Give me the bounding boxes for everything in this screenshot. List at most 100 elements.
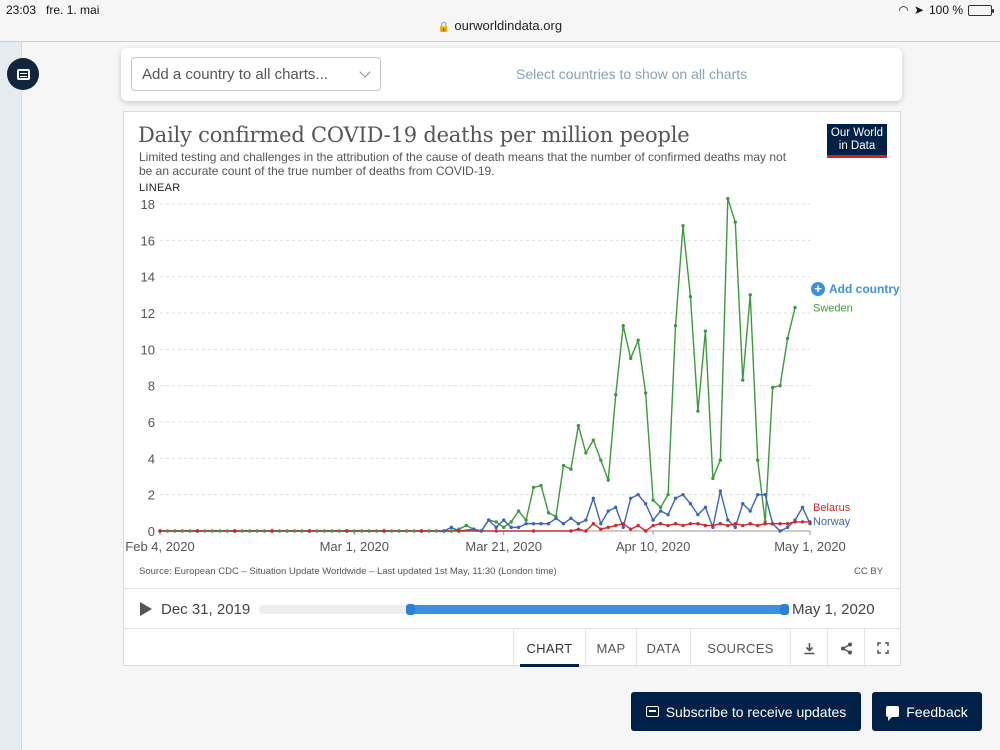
data-point-sweden (539, 483, 543, 488)
series-label-norway[interactable]: Norway (813, 516, 851, 528)
play-icon[interactable] (140, 602, 152, 616)
list-icon (16, 68, 30, 80)
add-country-button[interactable]: + Add country (811, 282, 900, 296)
data-point-sweden (240, 529, 244, 533)
timeline-track[interactable] (259, 604, 789, 615)
tab-sources[interactable]: SOURCES (690, 629, 790, 667)
timeline-end-handle[interactable] (779, 604, 789, 615)
y-tick-label: 8 (148, 379, 155, 394)
timeline-start-date: Dec 31, 2019 (161, 601, 251, 618)
data-point-norway (718, 489, 723, 493)
data-point-norway (778, 529, 782, 533)
data-point-sweden (681, 224, 685, 228)
x-tick-label: May 1, 2020 (774, 539, 846, 554)
data-point-norway (539, 522, 543, 526)
x-tick-label: Apr 10, 2020 (616, 539, 690, 554)
data-point-sweden (591, 438, 596, 442)
address-bar[interactable]: 🔒 ourworldindata.org (0, 18, 1000, 40)
fullscreen-button[interactable] (864, 629, 901, 667)
timeline-selected-range[interactable] (406, 604, 789, 615)
data-point-belarus (748, 522, 752, 526)
data-point-belarus (307, 529, 312, 533)
timeline-start-handle[interactable] (406, 604, 416, 615)
battery-icon (968, 4, 994, 16)
y-tick-label: 10 (141, 342, 155, 357)
data-point-norway (800, 505, 805, 510)
data-point-sweden (180, 529, 185, 533)
data-point-belarus (651, 523, 655, 528)
series-line-sweden[interactable] (160, 197, 796, 532)
plus-icon: + (811, 282, 825, 296)
data-point-sweden (352, 529, 356, 533)
data-point-sweden (322, 529, 327, 533)
share-button[interactable] (827, 629, 864, 667)
data-point-norway (487, 518, 491, 522)
data-point-norway (554, 516, 558, 520)
data-point-norway (584, 518, 588, 522)
y-tick-label: 16 (141, 233, 155, 248)
data-point-norway (606, 509, 610, 513)
data-point-belarus (756, 523, 760, 528)
data-point-sweden (756, 458, 760, 462)
data-point-sweden (516, 509, 521, 513)
data-point-belarus (643, 529, 648, 533)
chart-license[interactable]: CC BY (854, 566, 884, 577)
data-point-belarus (628, 527, 633, 531)
data-point-norway (666, 512, 670, 517)
data-point-sweden (688, 294, 693, 299)
chart-source[interactable]: Source: European CDC – Situation Update … (139, 566, 557, 577)
timeline: Dec 31, 2019 May 1, 2020 (124, 588, 900, 628)
owid-logo[interactable]: Our World in Data (827, 124, 887, 158)
chart-card: Daily confirmed COVID-19 deaths per mill… (123, 111, 901, 667)
line-chart: 0 2 4 6 8 10 12 14 16 18 Feb 4, 2020 Mar 1, 2020 Mar… (125, 196, 853, 554)
data-point-sweden (412, 529, 416, 533)
share-icon (840, 642, 852, 654)
data-point-belarus (345, 529, 349, 533)
data-point-sweden (696, 409, 700, 413)
comment-icon (886, 706, 900, 721)
data-point-sweden (733, 220, 737, 224)
y-tick-label: 18 (141, 197, 155, 212)
data-point-belarus (569, 529, 573, 533)
data-point-norway (621, 525, 625, 530)
data-point-belarus (636, 523, 640, 528)
data-point-norway (741, 502, 745, 506)
data-point-norway (501, 518, 506, 522)
tab-map[interactable]: MAP (585, 629, 636, 667)
feedback-button[interactable]: Feedback (872, 692, 982, 731)
series-label-sweden[interactable]: Sweden (813, 303, 853, 315)
subscribe-button[interactable]: Subscribe to receive updates (631, 692, 861, 731)
data-point-belarus (614, 523, 618, 528)
data-point-sweden (330, 529, 334, 533)
data-point-sweden (531, 485, 536, 490)
scale-toggle[interactable]: LINEAR (139, 182, 181, 194)
data-point-norway (696, 512, 700, 517)
data-point-belarus (770, 522, 775, 526)
y-tick-label: 4 (148, 451, 155, 466)
data-point-sweden (666, 492, 670, 497)
data-point-sweden (464, 523, 469, 528)
data-point-belarus (726, 523, 730, 528)
tab-chart[interactable]: CHART (513, 629, 585, 667)
data-point-belarus (711, 523, 715, 528)
data-point-sweden (367, 529, 371, 533)
browser-divider (0, 41, 1000, 42)
data-point-sweden (606, 478, 610, 482)
data-point-norway (643, 502, 648, 506)
data-point-belarus (576, 527, 581, 531)
x-tick-label: Feb 4, 2020 (125, 539, 194, 554)
data-point-sweden (210, 529, 214, 533)
data-point-norway (688, 502, 693, 506)
data-point-norway (494, 525, 498, 530)
data-point-norway (524, 522, 528, 526)
tab-data[interactable]: DATA (636, 629, 690, 667)
lock-icon: 🔒 (437, 22, 451, 33)
data-point-belarus (233, 529, 237, 533)
series-label-belarus[interactable]: Belarus (813, 502, 851, 514)
newsletter-icon (645, 706, 659, 717)
sidebar-strip (0, 42, 22, 750)
download-button[interactable] (790, 629, 827, 667)
data-point-sweden (173, 529, 177, 533)
country-select-input[interactable]: Add a country to all charts... (131, 57, 381, 91)
table-of-contents-button[interactable] (7, 58, 39, 90)
